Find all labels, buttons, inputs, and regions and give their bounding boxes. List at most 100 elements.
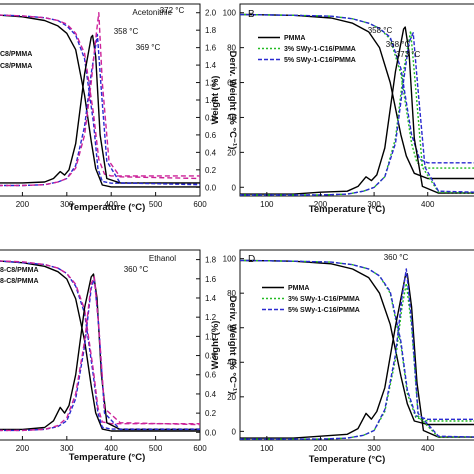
x-tick-label: 300 [60, 444, 74, 453]
x-tick-label: 400 [105, 200, 119, 209]
y-axis-title-right: Deriv. Weight (% °C⁻¹) [227, 296, 238, 395]
y-tick-label-right: 0.4 [205, 148, 217, 157]
y-axis-title-right: Deriv. Weight (% °C⁻¹) [227, 51, 238, 150]
deriv-curve-4 [0, 278, 200, 432]
deriv-curve-5 [0, 276, 200, 432]
y-tick-label-left: 0 [232, 427, 237, 436]
x-axis-title: Temperature (°C) [69, 452, 145, 463]
y-tick-label-left: 0 [232, 183, 237, 192]
y-tick-label-left: 60 [227, 324, 236, 333]
y-axis-title-left: Weight (%) [210, 76, 221, 125]
legend-entry: PMMA [288, 285, 309, 292]
y-tick-label-right: 2.0 [205, 9, 217, 18]
legend-entry: 5% SWy-1-C16/PMMA [288, 307, 360, 314]
y-tick-label-left: 40 [227, 113, 236, 122]
series-group [240, 259, 474, 440]
weight-curve-0 [0, 14, 200, 188]
panel-d: 100 200 300 400 0 20 40 60 80 100 Temperature (°C)… [210, 249, 474, 465]
y-tick-label-left: 100 [223, 9, 237, 18]
x-axis-title: Temperature (°C) [309, 204, 385, 215]
x-axis-title: Temperature (°C) [309, 454, 385, 465]
x-tick-label: 100 [260, 444, 274, 453]
solvent-label: Ethanol [149, 254, 176, 263]
plot-frame [0, 249, 201, 441]
y-tick-label-right: 0.6 [205, 371, 217, 380]
y-tick-label-right: 1.2 [205, 313, 217, 322]
legend-entry: C8/PMMA [0, 63, 32, 70]
x-tick-label: 600 [193, 444, 207, 453]
y-tick-label-right: 0.0 [205, 428, 217, 437]
x-tick-label: 200 [16, 444, 30, 453]
legend-entry: 5% SWy-1-C16/PMMA [284, 57, 356, 64]
peak-annotation: 360 °C [124, 265, 149, 274]
x-tick-label: 400 [105, 444, 119, 453]
x-tick-label: 300 [367, 200, 381, 209]
y-tick-label-right: 0.6 [205, 131, 217, 140]
peak-annotation: 372 °C [160, 6, 185, 15]
x-tick-label: 200 [314, 444, 328, 453]
series-group [0, 11, 200, 188]
peak-annotation: 358 °C [368, 26, 393, 35]
x-tick-label: 200 [16, 200, 30, 209]
peak-annotation: 373 °C [396, 50, 421, 59]
weight-curve-0 [0, 260, 200, 432]
legend-entry: 3% SWy-1-C16/PMMA [284, 46, 356, 53]
y-tick-label-left: 20 [227, 393, 236, 402]
panel-b: 100 200 300 400 0 20 40 60 80 100 Temperature (°C)… [210, 3, 474, 215]
y-tick-label-left: 60 [227, 79, 236, 88]
weight-curve-1 [240, 259, 474, 422]
y-tick-label-right: 1.0 [205, 96, 217, 105]
legend-entry: 8-C8/PMMA [0, 278, 39, 285]
peak-annotation: 358 °C [114, 27, 139, 36]
legend-entry: 8-C8/PMMA [0, 267, 39, 274]
y-tick-label-left: 80 [227, 44, 236, 53]
y-tick-label-right: 1.6 [205, 275, 217, 284]
x-tick-label: 500 [149, 444, 163, 453]
x-tick-label: 400 [421, 444, 435, 453]
weight-curve-0 [240, 13, 474, 180]
plot-frame [239, 3, 474, 197]
y-tick-label-right: 0.4 [205, 390, 217, 399]
x-tick-label: 300 [60, 200, 74, 209]
y-tick-label-left: 100 [223, 255, 237, 264]
y-tick-label-right: 1.4 [205, 61, 217, 70]
y-tick-label-right: 0.2 [205, 166, 217, 175]
legend-entry: C8/PMMA [0, 51, 32, 58]
panel-letter: D [248, 254, 255, 265]
deriv-curve-5 [0, 11, 200, 187]
y-tick-label-right: 0.8 [205, 352, 217, 361]
y-tick-label-left: 80 [227, 289, 236, 298]
y-axis-title-left: Weight (%) [210, 321, 221, 370]
solvent-label: Acetonitrile [132, 8, 172, 17]
legend-entry: PMMA [284, 35, 305, 42]
y-tick-label-right: 1.8 [205, 26, 217, 35]
deriv-curve-3 [0, 34, 200, 184]
x-tick-label: 100 [260, 200, 274, 209]
y-tick-label-right: 1.0 [205, 332, 217, 341]
weight-curve-0 [240, 259, 474, 426]
peak-annotation: 369 °C [136, 43, 161, 52]
y-tick-label-left: 20 [227, 148, 236, 157]
x-axis-title: Temperature (°C) [69, 202, 145, 213]
series-group [240, 13, 474, 196]
weight-curve-2 [240, 259, 474, 420]
peak-annotation: 360 °C [384, 253, 409, 262]
x-tick-label: 300 [367, 444, 381, 453]
weight-curve-2 [0, 260, 200, 425]
deriv-curve-5 [240, 268, 474, 440]
weight-curve-2 [240, 13, 474, 164]
deriv-curve-5 [240, 32, 474, 196]
deriv-curve-4 [240, 30, 474, 196]
panel-letter: B [248, 9, 255, 20]
legend-entry: 3% SWy-1-C16/PMMA [288, 296, 360, 303]
deriv-curve-3 [240, 26, 474, 195]
deriv-curve-4 [0, 33, 200, 187]
deriv-curve-3 [240, 273, 474, 439]
y-tick-label-right: 1.2 [205, 79, 217, 88]
series-group [0, 260, 200, 432]
panel-c: 200 300 400 500 6000.00.20.40.60.81.01.21.41… [0, 249, 238, 463]
y-tick-label-right: 0.2 [205, 409, 217, 418]
y-tick-label-right: 1.6 [205, 44, 217, 53]
x-tick-label: 600 [193, 200, 207, 209]
